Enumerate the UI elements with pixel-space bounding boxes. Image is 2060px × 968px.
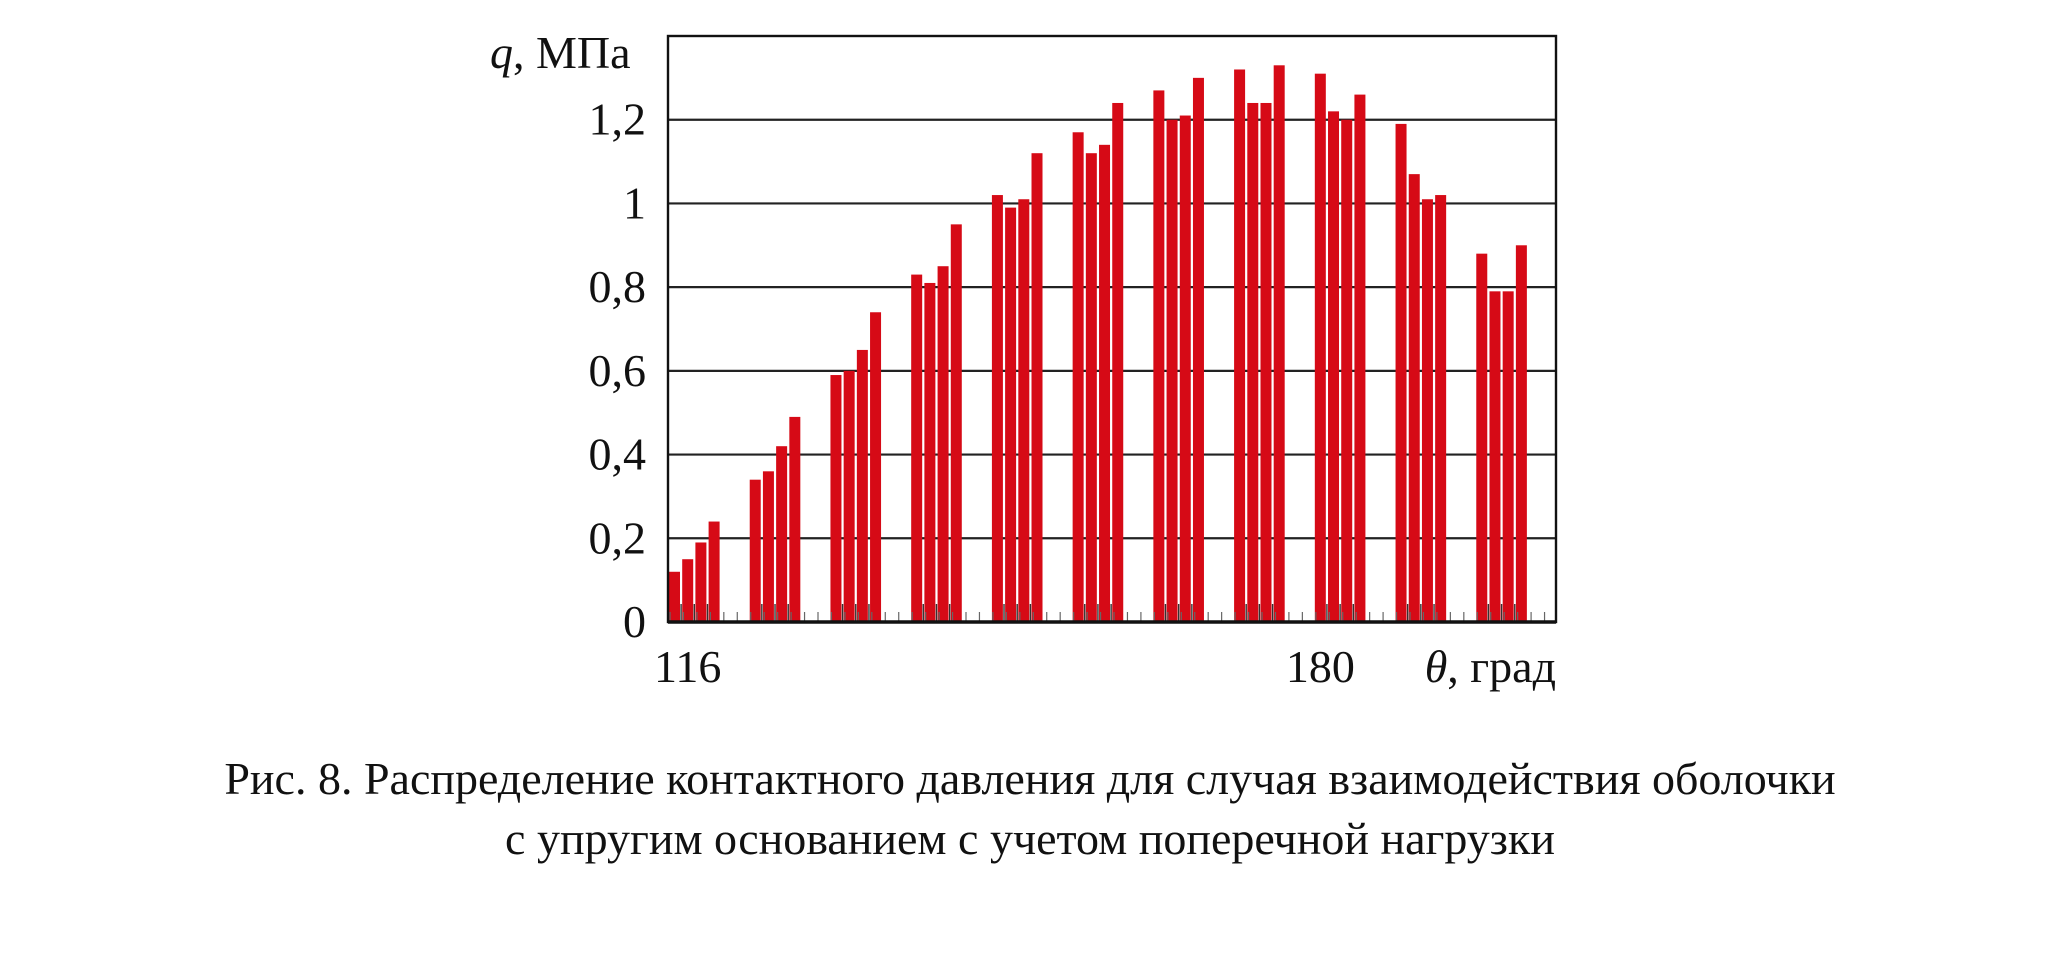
bar	[1476, 253, 1488, 622]
y-tick-label: 0,4	[589, 429, 647, 480]
y-tick-label: 0,8	[589, 261, 647, 312]
bar	[870, 312, 882, 622]
bar	[830, 375, 842, 622]
bar	[843, 370, 855, 622]
x-tick-labels: 116 180	[654, 641, 1355, 692]
x-axis-title: θ, град	[1425, 641, 1556, 692]
bars	[669, 65, 1527, 623]
x-tick-label: 180	[1286, 641, 1355, 692]
x-axis-symbol: θ	[1425, 641, 1448, 692]
bar	[856, 349, 868, 622]
bar	[1395, 123, 1407, 623]
bar	[669, 571, 680, 622]
bar	[1489, 291, 1501, 622]
grid-lines	[668, 118, 1556, 540]
bar	[950, 224, 962, 622]
bar	[1099, 144, 1111, 623]
bar	[1314, 73, 1326, 622]
bar	[1247, 102, 1259, 622]
bar	[1515, 245, 1527, 623]
bar	[1421, 199, 1433, 622]
y-axis-unit: , МПа	[513, 27, 631, 78]
x-axis-unit: , град	[1447, 641, 1556, 692]
bar	[1234, 69, 1246, 622]
bar	[749, 479, 761, 622]
y-tick-label: 0	[623, 596, 646, 647]
bar	[1192, 77, 1204, 623]
bar	[1166, 119, 1178, 622]
bar	[937, 266, 949, 622]
bar	[1435, 195, 1447, 623]
bar	[1085, 153, 1097, 622]
bar	[708, 521, 720, 622]
y-tick-labels: 0 0,2 0,4 0,6 0,8 1 1,2	[589, 94, 647, 647]
bar	[776, 446, 788, 622]
bar	[911, 274, 923, 622]
bar	[1341, 119, 1353, 622]
bar	[1328, 111, 1340, 622]
bar-chart: 0 0,2 0,4 0,6 0,8 1 1,2 116 180 q, МПа θ, град	[490, 27, 1558, 692]
y-tick-label: 0,6	[589, 345, 647, 396]
bar	[762, 471, 774, 622]
bar	[1260, 102, 1272, 622]
y-tick-label: 1	[623, 177, 646, 228]
y-axis-symbol: q	[490, 27, 513, 78]
y-tick-label: 1,2	[589, 94, 647, 145]
bar	[924, 282, 936, 622]
figure-caption-line-1: Рис. 8. Распределение контактного давлен…	[224, 753, 1836, 804]
bar	[1502, 291, 1514, 622]
bar	[1179, 115, 1191, 623]
bar	[1072, 132, 1084, 622]
plot-frame	[666, 34, 1558, 624]
bar	[682, 559, 694, 622]
bar	[695, 542, 707, 622]
bar	[1153, 90, 1165, 622]
figure-caption-line-2: с упругим основанием с учетом поперечной…	[505, 813, 1555, 864]
bar	[1031, 153, 1043, 622]
y-tick-label: 0,2	[589, 512, 647, 563]
bar	[1112, 102, 1124, 622]
bar	[1273, 65, 1285, 623]
bar	[1408, 174, 1420, 622]
x-tick-label: 116	[654, 641, 721, 692]
bar	[1018, 199, 1030, 622]
bar	[1354, 94, 1366, 623]
bar	[789, 416, 801, 622]
bar	[1005, 207, 1017, 622]
bar	[991, 195, 1003, 623]
y-axis-title: q, МПа	[490, 27, 631, 78]
